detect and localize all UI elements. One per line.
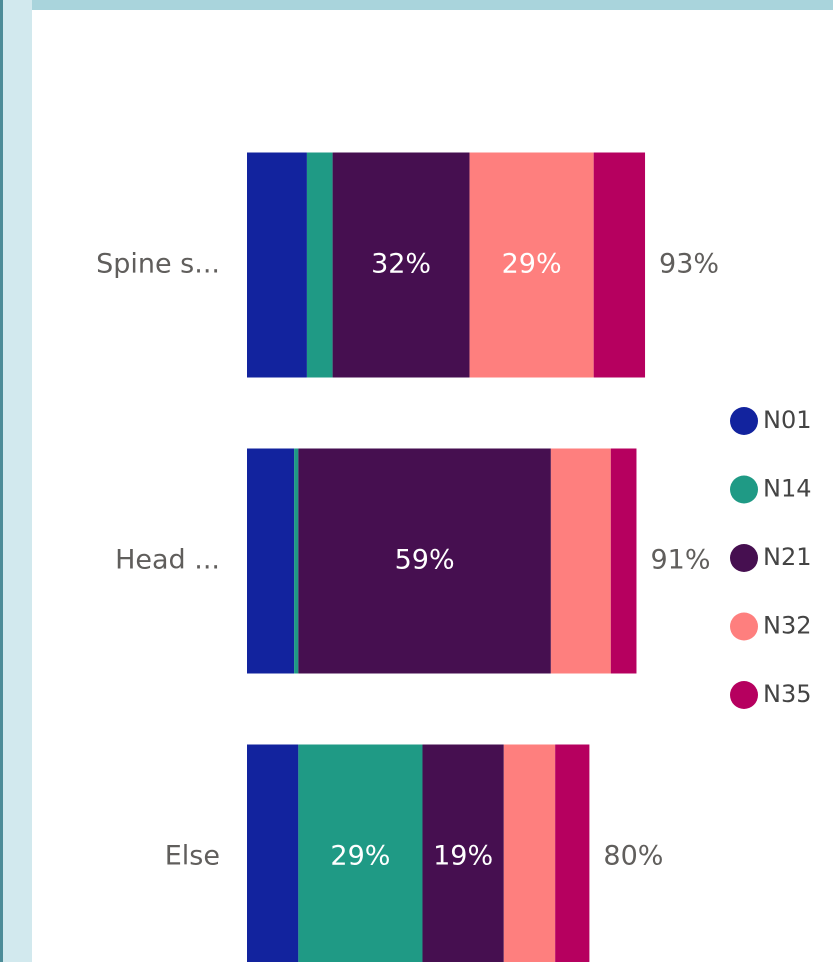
bar-segment — [306, 152, 333, 378]
bar-segment — [503, 744, 556, 962]
legend-label: N14 — [763, 475, 812, 503]
bar-segment — [469, 152, 594, 378]
bar-segment — [555, 744, 590, 962]
legend-label: N01 — [763, 406, 812, 434]
legend-label: N35 — [763, 680, 812, 708]
bar-segment — [298, 448, 551, 674]
bar-segment — [247, 744, 299, 962]
bar-segment — [332, 152, 470, 378]
category-label: Spine s... — [96, 249, 220, 280]
data-label: 19% — [433, 841, 493, 872]
category-label: Head ... — [115, 545, 220, 576]
bar-segment — [247, 448, 295, 674]
legend-marker — [730, 681, 758, 709]
legend-label: N21 — [763, 543, 812, 571]
bar-segment — [422, 744, 504, 962]
bar-segment — [247, 152, 307, 378]
bar-segment — [298, 744, 423, 962]
legend-label: N32 — [763, 612, 812, 640]
bar-segment — [610, 448, 637, 674]
legend-marker — [730, 475, 758, 504]
data-label: 59% — [395, 545, 455, 576]
legend-marker — [730, 544, 758, 572]
total-label: 80% — [603, 841, 663, 872]
left-edge — [0, 0, 3, 962]
top-band — [0, 0, 833, 10]
total-label: 91% — [650, 545, 710, 576]
data-label: 29% — [330, 841, 390, 872]
legend-marker — [730, 407, 758, 435]
left-band — [0, 0, 32, 962]
total-label: 93% — [659, 249, 719, 280]
category-label: Else — [165, 841, 220, 872]
bar-segment — [593, 152, 646, 378]
data-label: 29% — [502, 249, 562, 280]
bar-segment — [550, 448, 611, 674]
data-label: 32% — [371, 249, 431, 280]
legend-marker — [730, 612, 758, 641]
bar-segment — [294, 448, 299, 674]
